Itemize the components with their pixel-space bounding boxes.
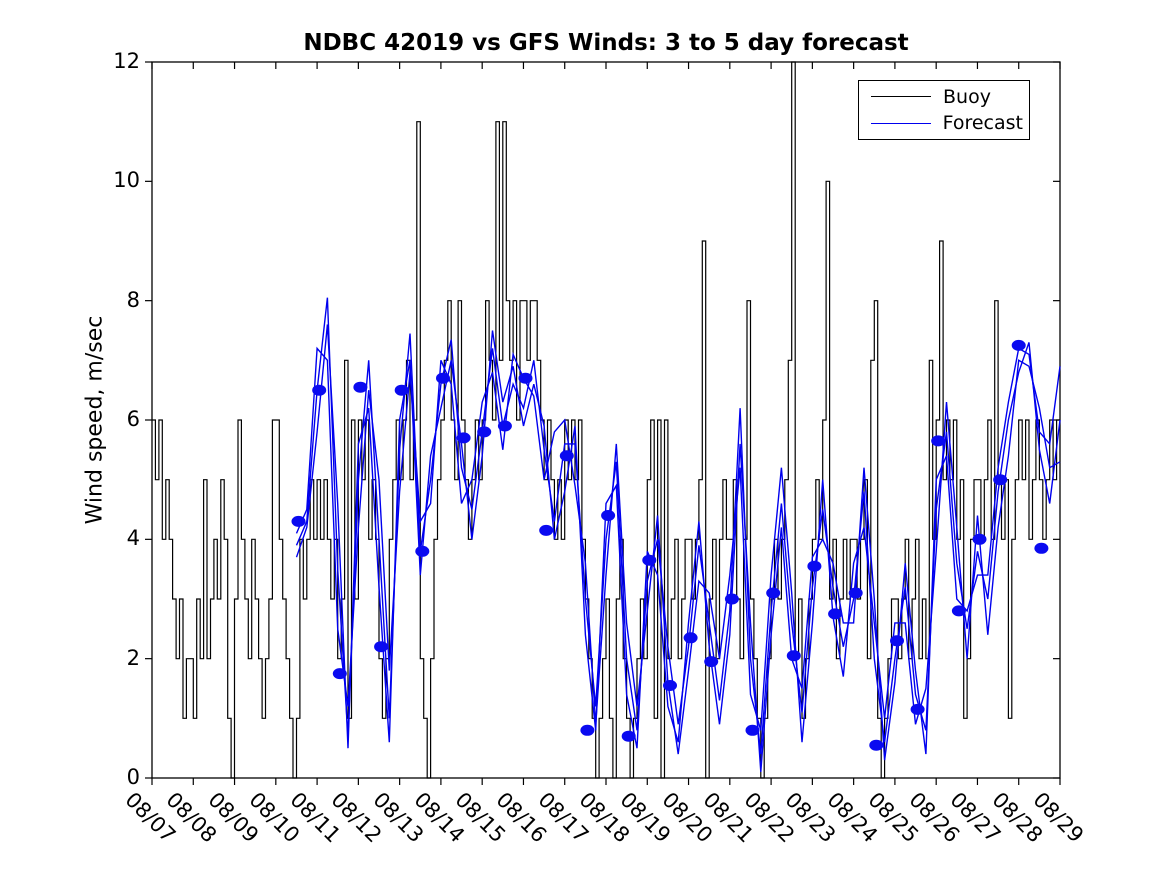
axis-ticks	[145, 61, 1061, 785]
forecast-marker	[766, 587, 781, 599]
legend-label-forecast: Forecast	[942, 112, 1023, 135]
forecast-marker	[828, 608, 843, 620]
forecast-marker	[704, 656, 719, 668]
legend-entry-forecast: Forecast	[865, 110, 1023, 136]
buoy-series	[152, 61, 1060, 779]
y-tick-label: 10	[113, 168, 140, 193]
forecast-marker	[539, 524, 554, 536]
forecast-marker	[436, 372, 450, 384]
forecast-marker	[869, 739, 884, 751]
forecast-line-swatch	[871, 122, 931, 124]
y-tick-label: 6	[126, 407, 140, 431]
forecast-marker	[786, 650, 801, 662]
forecast-marker	[807, 560, 822, 572]
forecast-marker	[374, 641, 389, 653]
legend-entry-buoy: Buoy	[865, 84, 1023, 110]
plot-box-group	[151, 61, 1061, 779]
forecast-marker	[745, 724, 760, 736]
buoy-line-swatch	[871, 96, 931, 98]
forecast-marker	[890, 635, 904, 647]
y-tick-label: 2	[126, 645, 140, 670]
forecast-line	[295, 297, 1061, 755]
forecast-marker	[848, 587, 863, 599]
forecast-marker	[1011, 339, 1026, 351]
forecast-marker	[518, 372, 533, 384]
forecast-line	[295, 346, 1061, 755]
forecast-marker	[683, 632, 698, 644]
forecast-marker	[724, 593, 739, 605]
forecast-marker	[353, 381, 368, 393]
forecast-marker	[394, 384, 409, 396]
plot-box	[151, 61, 1061, 779]
y-tick-label: 0	[126, 765, 140, 789]
forecast-markers	[291, 339, 1049, 751]
forecast-marker	[559, 450, 574, 462]
y-tick-label: 4	[126, 526, 140, 551]
forecast-marker	[663, 680, 677, 691]
forecast-marker	[477, 426, 492, 438]
forecast-marker	[580, 724, 595, 736]
buoy-line	[152, 61, 1060, 779]
forecast-line	[295, 324, 1061, 773]
forecast-marker	[415, 545, 430, 557]
forecast-marker	[993, 474, 1008, 486]
forecast-marker	[951, 605, 966, 617]
forecast-marker	[291, 515, 306, 527]
y-tick-label: 8	[126, 287, 140, 312]
forecast-marker	[312, 384, 327, 396]
chart-title: NDBC 42019 vs GFS Winds: 3 to 5 day fore…	[303, 30, 909, 56]
legend: Buoy Forecast	[858, 80, 1030, 140]
forecast-marker	[1034, 542, 1049, 554]
forecast-marker	[497, 420, 512, 432]
legend-label-buoy: Buoy	[943, 85, 991, 108]
forecast-marker	[642, 554, 657, 566]
forecast-marker	[621, 730, 636, 742]
forecast-marker	[910, 703, 925, 715]
forecast-series	[295, 297, 1061, 773]
forecast-marker	[456, 432, 471, 444]
forecast-marker	[931, 435, 946, 447]
forecast-marker	[972, 533, 987, 545]
forecast-marker	[601, 510, 616, 521]
y-tick-label: 12	[113, 49, 140, 73]
forecast-marker	[332, 668, 347, 680]
